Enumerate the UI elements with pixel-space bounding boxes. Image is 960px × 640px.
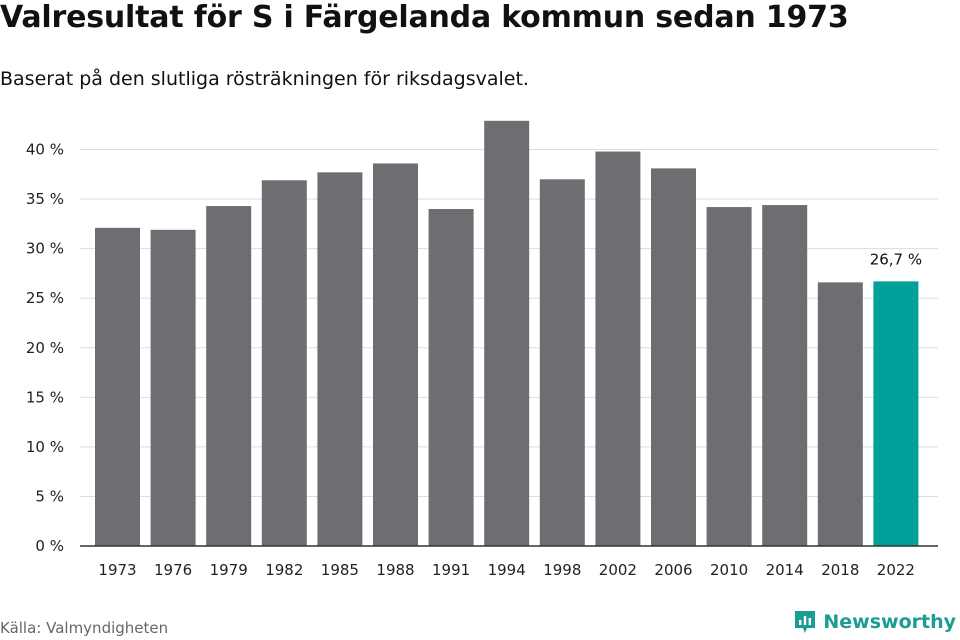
data-label-2022: 26,7 % <box>870 250 922 268</box>
brand-logo: Newsworthy <box>793 608 956 636</box>
y-tick-label: 10 % <box>26 438 64 456</box>
data-labels: 26,7 % <box>870 250 922 268</box>
bar-1973 <box>95 227 140 546</box>
bar-1979 <box>206 206 252 546</box>
bar-1994 <box>484 120 530 547</box>
x-tick-label: 2010 <box>710 561 748 579</box>
x-tick-label: 2002 <box>599 561 637 579</box>
y-tick-label: 0 % <box>35 537 64 555</box>
x-tick-label: 1994 <box>488 561 526 579</box>
y-tick-label: 20 % <box>26 339 64 357</box>
y-tick-label: 30 % <box>26 240 64 258</box>
y-tick-label: 15 % <box>26 388 64 406</box>
x-tick-label: 2014 <box>766 561 804 579</box>
y-tick-label: 40 % <box>26 141 64 159</box>
bar-2002 <box>595 151 641 546</box>
chart-title: Valresultat för S i Färgelanda kommun se… <box>0 0 849 35</box>
bar-1985 <box>317 172 363 546</box>
x-axis-labels: 1973 1976 1979 1982 1985 1988 1991 1994 1998 2002… <box>98 561 915 579</box>
y-tick-label: 25 % <box>26 289 64 307</box>
bar-1988 <box>373 163 418 547</box>
bar-1982 <box>261 180 307 546</box>
y-tick-label: 35 % <box>26 190 64 208</box>
brand-name: Newsworthy <box>823 611 956 633</box>
bar-chart: 0 %5 %10 %15 %20 %25 %30 %35 %40 % 1973 1… <box>26 120 938 579</box>
x-tick-label: 1985 <box>321 561 359 579</box>
bar-1991 <box>428 209 474 546</box>
x-tick-label: 1988 <box>376 561 414 579</box>
bar-2006 <box>651 168 696 547</box>
x-tick-label: 2006 <box>654 561 692 579</box>
x-tick-label: 2022 <box>877 561 915 579</box>
newsworthy-logo-icon <box>795 611 816 633</box>
source-note: Källa: Valmyndigheten <box>0 619 169 637</box>
y-axis-labels: 0 % 5 % 10 % 15 % 20 % 25 % 30 % 35 % 40 % <box>26 141 64 555</box>
x-tick-label: 1991 <box>432 561 470 579</box>
bar-2014 <box>762 205 808 546</box>
x-tick-label: 1976 <box>154 561 192 579</box>
bar-2022 <box>873 281 919 546</box>
bar-2010 <box>706 207 752 547</box>
x-tick-label: 1982 <box>265 561 303 579</box>
x-tick-label: 1998 <box>543 561 581 579</box>
bar-1976 <box>150 229 196 546</box>
chart-subtitle: Baserat på den slutliga rösträkningen fö… <box>0 68 529 90</box>
bar-1998 <box>539 179 585 547</box>
y-tick-label: 5 % <box>35 487 64 505</box>
bar-2018 <box>817 282 863 546</box>
bars <box>95 120 919 547</box>
x-tick-label: 2018 <box>821 561 859 579</box>
x-tick-label: 1979 <box>210 561 248 579</box>
x-tick-label: 1973 <box>98 561 136 579</box>
